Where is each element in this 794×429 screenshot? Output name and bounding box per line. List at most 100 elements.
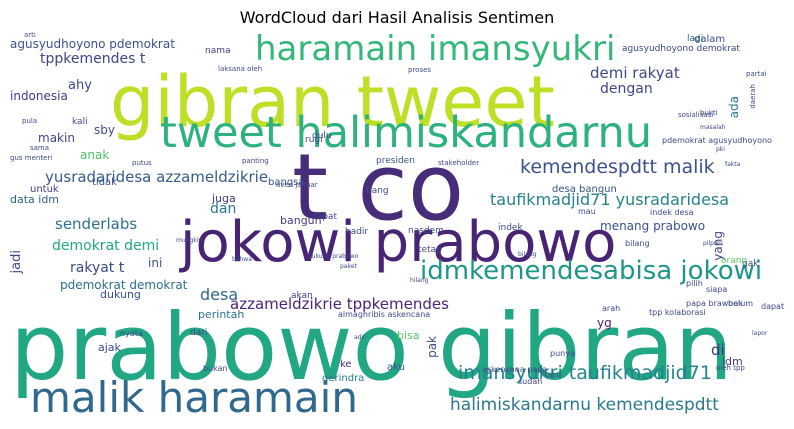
cloud-word: arah <box>602 304 621 313</box>
cloud-word: mau <box>578 207 596 216</box>
cloud-word: nama <box>205 46 231 56</box>
cloud-word: tweet halimiskandarnu <box>160 108 653 158</box>
cloud-word: ke <box>340 359 352 370</box>
cloud-word: pak <box>425 336 439 358</box>
cloud-word: gibran tweet <box>110 61 555 143</box>
cloud-word: tpp kolaborasi <box>649 308 706 317</box>
cloud-word: siapa <box>706 285 728 294</box>
cloud-word: nyata <box>120 329 143 338</box>
cloud-word: stakeholder <box>438 159 480 167</box>
cloud-word: haramain imansyukri <box>255 32 616 69</box>
cloud-word: imansyukri taufikmadjid71 <box>458 362 712 384</box>
cloud-word: demokrat demi <box>52 238 160 254</box>
cloud-word: demi rakyat <box>590 64 680 82</box>
cloud-word: perintah <box>198 308 245 321</box>
cloud-word: kali <box>72 117 88 127</box>
cloud-word: rugi <box>305 135 323 145</box>
cloud-word: nasdem <box>408 226 444 236</box>
cloud-word: adil <box>354 334 365 341</box>
cloud-word: partai <box>746 70 767 78</box>
cloud-word: almaghribis askencana <box>338 310 431 319</box>
cloud-word: tetap <box>418 245 442 255</box>
cloud-word: agusyudhoyono pdemokrat <box>10 37 175 51</box>
cloud-word: dalam <box>694 34 726 45</box>
cloud-word: menang prabowo <box>600 219 706 233</box>
cloud-word: oleh tpp <box>716 364 745 372</box>
cloud-word: gerindra <box>322 373 365 384</box>
cloud-word: azzameldzikrie tppkemendes <box>230 295 449 313</box>
cloud-word: bilang <box>518 251 537 258</box>
cloud-word: malik haramain <box>30 373 358 420</box>
cloud-word: rapat <box>313 212 337 222</box>
cloud-word: jokowi prabowo <box>180 210 617 275</box>
cloud-word: aven januar <box>276 181 318 189</box>
cloud-word: agusyudhoyono demokrat <box>622 44 740 54</box>
cloud-word: arti <box>24 32 36 39</box>
cloud-word: dapat <box>761 302 784 311</box>
cloud-word: idm <box>722 355 743 368</box>
cloud-word: pula <box>22 117 38 125</box>
cloud-word: anak <box>80 148 110 162</box>
cloud-word: rakyat t <box>70 260 125 276</box>
cloud-word: masalah <box>700 124 726 131</box>
cloud-word: pdemokrat agusyudhoyono <box>662 136 772 145</box>
cloud-word: sosialisasi <box>678 111 714 119</box>
cloud-word: lapor <box>752 330 768 337</box>
cloud-word: gak <box>742 259 759 269</box>
cloud-word: jadi <box>10 250 24 274</box>
cloud-word: tahu <box>545 371 561 379</box>
cloud-word: paket <box>340 263 357 270</box>
cloud-word: bukti <box>700 109 718 117</box>
cloud-word: data idm <box>10 193 60 206</box>
cloud-word: papa brawook <box>686 299 743 308</box>
cloud-word: dengan <box>600 81 653 97</box>
cloud-word: indek desa <box>650 208 694 217</box>
cloud-word: yusradaridesa azzameldzikrie <box>45 168 269 186</box>
cloud-word: dukung prabowo <box>308 253 359 260</box>
cloud-word: ajak <box>98 341 121 354</box>
cloud-word: desa <box>200 285 239 304</box>
cloud-word: desa bangun <box>552 184 617 195</box>
cloud-word: sama <box>30 144 50 152</box>
cloud-word: bangun <box>280 214 322 227</box>
cloud-word: presiden <box>376 156 415 166</box>
cloud-word: dan <box>210 201 237 217</box>
cloud-word: punya <box>550 349 575 358</box>
cloud-word: taufikmadjid71 yusradaridesa <box>490 190 730 209</box>
cloud-word: dulu <box>312 131 332 141</box>
cloud-word: proses <box>408 66 432 74</box>
cloud-word: prabowo gibran <box>10 294 733 401</box>
cloud-word: panting <box>242 157 269 165</box>
cloud-word: pki <box>716 146 725 153</box>
cloud-word: di <box>711 341 725 359</box>
cloud-word: pdemokrat demokrat <box>60 278 188 292</box>
cloud-word: bisa <box>397 329 420 342</box>
cloud-word: orang <box>721 256 748 266</box>
cloud-word: ini <box>148 256 163 270</box>
cloud-word: bangsa <box>268 177 305 188</box>
cloud-word: indek <box>498 223 523 233</box>
cloud-word: pilih <box>686 279 703 288</box>
cloud-word: makin <box>38 131 75 145</box>
cloud-word: idmkemendesabisa jokowi <box>420 256 763 286</box>
cloud-word: hilang <box>410 277 429 284</box>
cloud-word: pilpres <box>703 240 724 247</box>
cloud-word: dari <box>190 328 208 338</box>
cloud-word: mungkin <box>176 237 203 244</box>
cloud-word: indonesia <box>10 89 68 103</box>
cloud-word: bahwa <box>232 256 252 263</box>
cloud-word: untuk <box>30 184 59 195</box>
cloud-word: gus menteri <box>10 154 53 162</box>
cloud-word: lagi <box>687 34 704 44</box>
cloud-word: sby <box>94 123 115 137</box>
chart-title: WordCloud dari Hasil Analisis Sentimen <box>239 8 555 27</box>
cloud-word: kemendespdtt malik <box>520 156 715 178</box>
cloud-word: yg <box>597 316 612 330</box>
word-cloud: prabowo gibran t co gibran tweet jokowi pra… <box>10 32 784 420</box>
cloud-word: halimiskandarnu kemendespdtt <box>450 395 719 415</box>
cloud-word: dukung <box>100 288 141 301</box>
cloud-word: juga <box>212 192 236 205</box>
cloud-word: fakta <box>725 161 741 168</box>
cloud-word: bukan <box>203 364 228 373</box>
cloud-word: bilang <box>625 239 650 248</box>
